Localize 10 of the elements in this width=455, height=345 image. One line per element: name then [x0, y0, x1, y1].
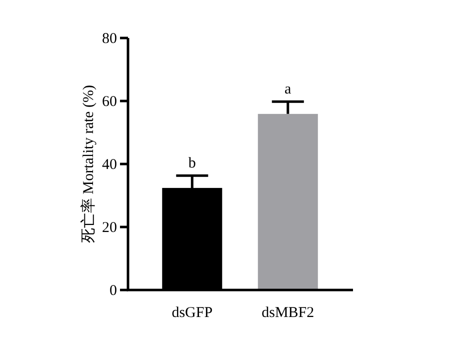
y-axis-title: 死亡率 Mortality rate (%) [80, 85, 97, 243]
y-tick-label: 0 [110, 283, 117, 299]
y-tick-label: 20 [102, 220, 117, 236]
y-tick-label: 40 [102, 157, 117, 173]
annotation: a [284, 82, 292, 98]
x-tick-label: dsGFP [172, 305, 213, 321]
y-tick-label: 80 [102, 31, 117, 47]
annotation: b [188, 156, 196, 172]
y-tick-label: 60 [102, 94, 117, 110]
x-tick-label: dsMBF2 [262, 305, 314, 321]
